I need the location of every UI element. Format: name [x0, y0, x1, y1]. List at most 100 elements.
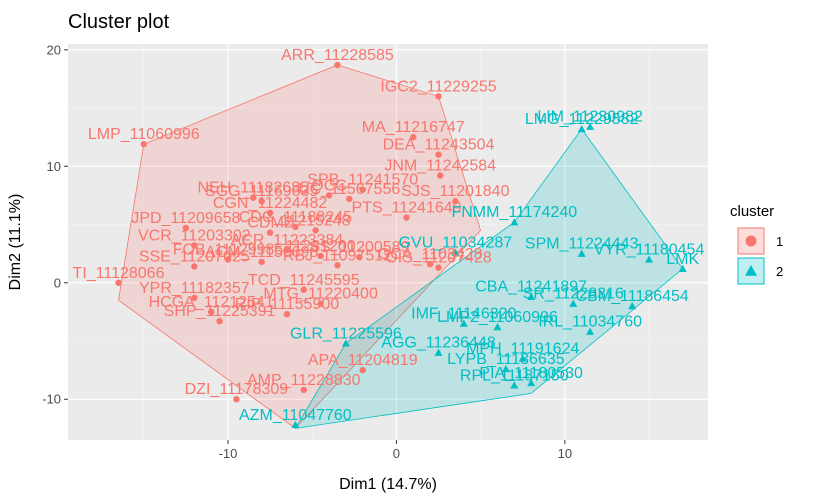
cluster-2-point [628, 302, 637, 310]
point-label: IMF_11146320 [411, 306, 516, 323]
point-label: JPD_11209658 [131, 210, 240, 227]
cluster-1-point [191, 294, 198, 302]
point-label: JNM_11242584 [384, 158, 496, 175]
cluster-1-point [233, 396, 240, 403]
cluster-2-point [510, 218, 519, 226]
axes: -10 0 10 -10 0 10 20 [42, 42, 572, 461]
cluster-1-point [292, 223, 299, 231]
cluster-1-point [191, 263, 198, 270]
cluster-2-point [341, 339, 350, 347]
cluster-1-point [140, 140, 147, 148]
x-tick-label: 0 [393, 446, 400, 461]
point-label: CDM2 [247, 215, 292, 232]
cluster-1-point [283, 311, 291, 318]
point-label: NEH_11182685 [198, 180, 310, 197]
cluster-2-point [569, 299, 578, 307]
cluster-1-point [300, 286, 307, 293]
legend-symbol-circle [745, 235, 757, 247]
point-label: LMP_11060996 [88, 126, 200, 143]
point-label: GLR_11225596 [290, 325, 402, 342]
cluster-2-point [527, 378, 536, 387]
cluster-1-point [346, 195, 353, 203]
point-label: CBA_11241897 [475, 279, 587, 296]
cluster-2-point [577, 125, 586, 133]
point-label: 11231200 [286, 238, 356, 255]
point-label: RPL_11187150 [460, 367, 569, 384]
cluster-1-point [356, 253, 363, 261]
cluster-1-point [437, 172, 444, 179]
cluster-1-point [359, 186, 366, 193]
point-label: LMP2_11060996 [437, 309, 558, 326]
cluster-1-point [325, 192, 333, 199]
point-label: PIA_11180530 [479, 365, 583, 382]
point-label: VYR_11180454 [594, 241, 705, 258]
cluster-1-point [317, 300, 324, 307]
point-label: CGN_11224482 [213, 195, 328, 212]
cluster-1-point [266, 229, 274, 236]
point-label: SJS_11201840 [401, 183, 509, 200]
cluster-1-point [266, 209, 274, 217]
point-label: RIP_11155900 [235, 296, 339, 313]
x-tick-label: 10 [558, 446, 572, 461]
cluster-1-point [410, 133, 417, 141]
point-label: SPM_11224443 [525, 236, 639, 253]
cluster-2-point [527, 292, 536, 300]
point-label: AMP_11228830 [247, 372, 361, 389]
point-label: ARR_11228585 [281, 47, 394, 64]
cluster-1-point [435, 93, 442, 100]
cluster-1-point [224, 256, 232, 263]
cluster-2-point [459, 319, 468, 327]
point-label: DZI_11178309 [185, 381, 289, 398]
cluster-1-point [426, 260, 434, 268]
cluster-1-point [452, 198, 459, 205]
cluster-1-point [207, 308, 215, 316]
point-label: SS_11200589 [309, 239, 409, 256]
point-labels: ARR_11228585 IGC2_11229255 LMP_11060996 MA_… [73, 47, 705, 424]
point-label: GCA_1103428 [378, 246, 483, 263]
point-label: LMK [666, 251, 699, 268]
cluster-2-point [645, 255, 654, 263]
point-label: UC_11567556 [298, 181, 400, 198]
cluster-1-point [182, 224, 190, 232]
point-label: AZM_11047760 [239, 407, 352, 424]
point-label: MTG_11220400 [263, 286, 378, 303]
point-label: MA_11216747 [362, 119, 465, 136]
legend-label-2: 2 [776, 264, 783, 279]
point-label: CDG_11188245 [239, 209, 352, 226]
point-label: SSE_11207025 [139, 248, 250, 265]
point-label: GVU_11034287 [399, 234, 513, 251]
cluster-2-point [586, 327, 595, 335]
cluster-2-point [586, 122, 595, 130]
point-label: RBJ_11097512 [283, 247, 392, 264]
point-label: SR_11228316 [523, 286, 624, 303]
point-label: MPH_11191624 [466, 340, 579, 357]
point-label: SGG_11169635 [205, 183, 318, 200]
cluster-1-point [258, 258, 265, 265]
cluster-1-point [435, 151, 442, 158]
legend: cluster 1 2 [730, 203, 783, 285]
point-label: HCGA_11212541 [149, 294, 274, 311]
point-label: DEA_11243504 [383, 137, 495, 154]
point-label: SPB_11241570 [307, 172, 418, 189]
point-label: YPR_11182357 [139, 280, 250, 297]
point-label: APA_11204819 [308, 352, 418, 369]
x-axis-title: Dim1 (14.7%) [339, 476, 437, 493]
cluster-1-point [312, 227, 319, 234]
cluster-1-point [258, 198, 265, 205]
cluster-1-point [334, 61, 341, 69]
point-label: LIM_11230982 [537, 109, 643, 126]
cluster-2-point [678, 264, 687, 272]
cluster-2-point [493, 323, 502, 331]
point-label: VCR_11203302 [138, 227, 251, 244]
point-label: ACR_11223384 [231, 232, 344, 249]
legend-title: cluster [730, 203, 774, 220]
plot-panel [68, 44, 708, 440]
point-label: TCD_11245595 [248, 272, 360, 289]
point-label: FNMM_11174240 [451, 204, 577, 221]
point-label: AGG_11236448 [381, 335, 496, 352]
point-label: 11215248 [281, 212, 351, 229]
point-label: SHP_11225391 [164, 303, 276, 320]
cluster-1-point [283, 246, 291, 254]
cluster-1-point [359, 366, 366, 374]
